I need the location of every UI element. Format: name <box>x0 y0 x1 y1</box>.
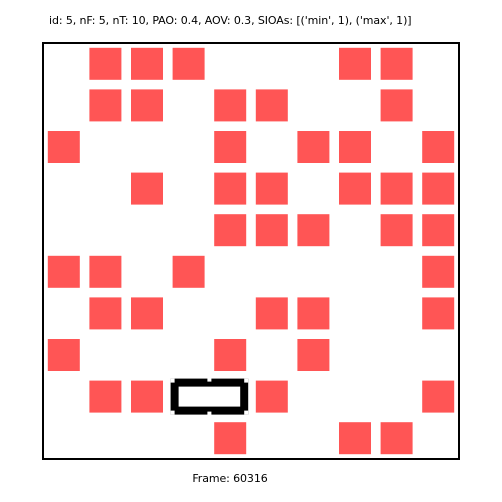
grid-cell <box>255 214 288 247</box>
grid-cell <box>422 297 455 330</box>
grid-cell <box>380 47 413 80</box>
grid-cell <box>255 380 288 413</box>
grid-cell <box>339 47 371 80</box>
grid-cell <box>47 339 80 371</box>
player-mid-notch <box>207 411 212 416</box>
grid-cell <box>422 255 455 288</box>
grid-cell <box>214 339 247 371</box>
grid-cell <box>131 297 163 330</box>
grid-cell <box>339 172 371 205</box>
player-corner-notch <box>244 378 249 383</box>
grid-cell <box>255 172 288 205</box>
player-corner-notch <box>170 378 175 383</box>
grid-cell <box>131 172 163 205</box>
player-paddle <box>170 377 249 416</box>
player-corner-notch <box>244 410 249 415</box>
grid-cell <box>89 47 122 80</box>
grid-cell <box>339 131 371 163</box>
grid-cell <box>422 380 455 413</box>
grid-cell <box>214 422 247 455</box>
frame-counter-text: Frame: 60316 <box>192 472 268 485</box>
grid-cell <box>380 89 413 122</box>
grid-cell <box>131 47 163 80</box>
grid-cell <box>297 297 330 330</box>
grid-cell <box>380 214 413 247</box>
grid-cell <box>297 131 330 163</box>
player-mid-notch <box>207 377 212 382</box>
grid-cell <box>422 172 455 205</box>
grid-cell <box>214 172 247 205</box>
grid-cell <box>89 255 122 288</box>
grid-cell <box>131 89 163 122</box>
grid-cell <box>131 380 163 413</box>
grid-cell <box>47 131 80 163</box>
board-border <box>42 42 460 460</box>
cell-layer <box>47 47 455 455</box>
grid-cell <box>214 131 247 163</box>
grid-cell <box>89 89 122 122</box>
grid-cell <box>172 47 205 80</box>
grid-cell <box>380 172 413 205</box>
grid-cell <box>297 214 330 247</box>
grid-cell <box>89 297 122 330</box>
grid-cell <box>297 339 330 371</box>
grid-cell <box>214 214 247 247</box>
grid-cell <box>380 422 413 455</box>
grid-cell <box>172 255 205 288</box>
grid-cell <box>214 89 247 122</box>
player-corner-notch <box>170 410 175 415</box>
grid-cell <box>255 89 288 122</box>
episode-info-text: id: 5, nF: 5, nT: 10, PAO: 0.4, AOV: 0.3… <box>49 14 412 27</box>
grid-cell <box>255 297 288 330</box>
grid-cell <box>422 214 455 247</box>
grid-cell <box>47 255 80 288</box>
player-outline <box>170 378 249 415</box>
grid-cell <box>339 422 371 455</box>
grid-cell <box>422 131 455 163</box>
grid-cell <box>89 380 122 413</box>
